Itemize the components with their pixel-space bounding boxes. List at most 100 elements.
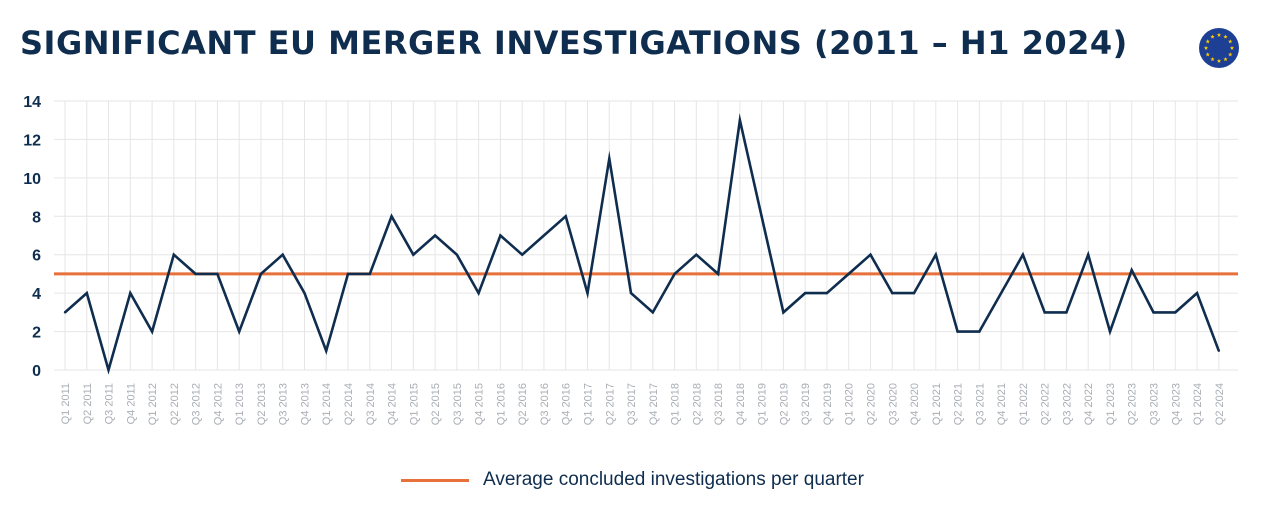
data-point (695, 253, 698, 256)
x-tick-label: Q2 2022 (1040, 383, 1052, 425)
y-tick-label: 10 (23, 171, 41, 188)
data-point (303, 291, 306, 295)
x-tick-label: Q2 2020 (865, 383, 877, 425)
x-tick-label: Q4 2014 (387, 383, 399, 425)
data-point (129, 291, 132, 295)
x-tick-label: Q1 2011 (60, 383, 72, 424)
data-point (608, 157, 611, 160)
data-point (346, 272, 350, 276)
x-tick-label: Q3 2011 (104, 383, 116, 424)
x-tick-label: Q1 2020 (844, 383, 856, 425)
chart-grid (54, 100, 1238, 371)
x-tick-label: Q1 2014 (321, 383, 333, 425)
x-tick-label: Q2 2017 (604, 383, 616, 425)
x-tick-label: Q2 2024 (1214, 383, 1226, 425)
x-axis-ticks: Q1 2011 Q2 2011 Q3 2011 Q4 2011 Q1 2012 Q2 20… (60, 383, 1226, 425)
line-chart: 0 2 4 6 8 10 12 14 Q1 2011 Q2 2011 Q3 2011 Q4 2011… (23, 94, 1238, 425)
eu-star-icon (1210, 34, 1215, 39)
x-tick-label: Q1 2018 (670, 383, 682, 425)
x-tick-label: Q3 2014 (365, 383, 377, 425)
y-tick-label: 14 (23, 94, 41, 111)
data-point (564, 215, 567, 218)
data-point (999, 291, 1003, 295)
data-point (63, 311, 67, 314)
eu-star-icon (1205, 52, 1210, 57)
x-tick-label: Q2 2012 (169, 383, 181, 425)
eu-star-icon (1223, 56, 1228, 62)
data-point (172, 253, 176, 256)
x-tick-label: Q3 2013 (278, 383, 290, 425)
y-tick-label: 12 (23, 132, 41, 149)
data-point (1195, 291, 1199, 295)
data-point (281, 253, 284, 256)
data-point (1043, 311, 1046, 314)
x-tick-label: Q3 2017 (626, 383, 638, 425)
x-tick-label: Q1 2019 (757, 383, 769, 425)
eu-star-icon (1205, 39, 1210, 44)
data-point (673, 272, 676, 276)
data-point (934, 253, 937, 256)
legend-label-average: Average concluded investigations per qua… (483, 469, 864, 490)
x-tick-label: Q2 2018 (691, 383, 703, 425)
data-point (912, 291, 916, 295)
x-tick-label: Q4 2012 (212, 383, 224, 425)
x-tick-label: Q3 2022 (1061, 383, 1073, 425)
data-point (1065, 311, 1068, 314)
data-point (651, 311, 654, 314)
x-tick-label: Q2 2011 (82, 383, 94, 424)
x-tick-label: Q3 2019 (800, 383, 812, 425)
data-point (194, 272, 197, 276)
x-tick-label: Q2 2019 (778, 383, 790, 425)
data-point (825, 291, 829, 295)
x-tick-label: Q4 2018 (735, 383, 747, 425)
y-axis-ticks: 0 2 4 6 8 10 12 14 (23, 94, 41, 380)
x-tick-label: Q4 2013 (299, 383, 311, 425)
data-point (1108, 330, 1112, 333)
x-tick-label: Q1 2024 (1192, 383, 1204, 425)
data-point (107, 368, 110, 372)
x-tick-label: Q1 2022 (1018, 383, 1030, 425)
data-point (520, 253, 524, 256)
data-point (803, 291, 807, 295)
data-point (259, 272, 263, 276)
data-point (1217, 349, 1221, 352)
data-point (716, 272, 720, 276)
data-point (542, 234, 546, 237)
data-point (1021, 253, 1025, 256)
x-tick-label: Q3 2021 (974, 383, 986, 425)
data-point (891, 291, 894, 295)
data-point (455, 253, 459, 256)
eu-star-icon (1229, 45, 1235, 50)
x-tick-label: Q3 2020 (887, 383, 899, 425)
x-tick-label: Q1 2016 (495, 383, 507, 425)
x-tick-label: Q1 2013 (234, 383, 246, 425)
x-tick-label: Q3 2018 (713, 383, 725, 425)
y-tick-label: 8 (32, 209, 41, 226)
series-line-investigations (64, 113, 1221, 375)
x-tick-label: Q4 2016 (561, 383, 573, 425)
y-tick-label: 0 (32, 363, 41, 380)
data-point (412, 253, 415, 256)
x-tick-label: Q1 2015 (408, 383, 420, 425)
data-point (325, 349, 328, 352)
data-point (760, 215, 763, 218)
data-point (738, 119, 742, 122)
x-tick-label: Q1 2021 (931, 383, 943, 425)
eu-star-icon (1223, 34, 1228, 39)
legend-swatch-average (401, 478, 469, 482)
y-tick-label: 6 (32, 248, 41, 265)
x-tick-label: Q2 2013 (256, 383, 268, 425)
data-point (390, 215, 393, 218)
series-layer (63, 113, 1221, 375)
data-point (85, 291, 88, 295)
x-tick-label: Q3 2015 (452, 383, 464, 425)
data-point (237, 330, 241, 333)
x-tick-label: Q4 2017 (648, 383, 660, 425)
data-point (1130, 268, 1133, 272)
x-tick-label: Q4 2021 (996, 383, 1008, 425)
data-point (782, 311, 785, 314)
data-point (847, 272, 850, 276)
x-tick-label: Q4 2020 (909, 383, 921, 425)
eu-star-icon (1210, 56, 1215, 62)
x-tick-label: Q3 2023 (1149, 383, 1161, 425)
